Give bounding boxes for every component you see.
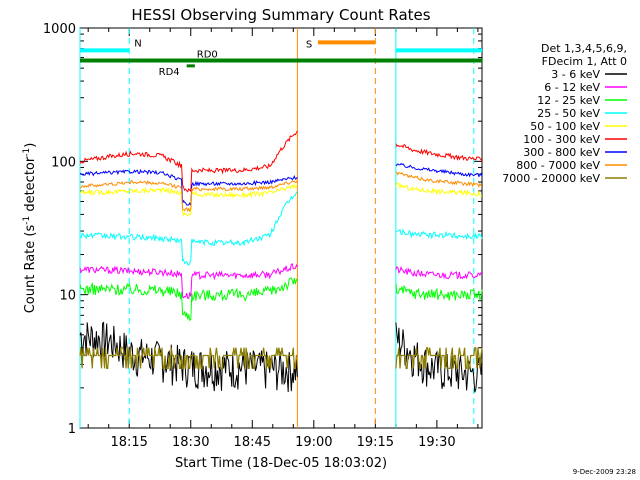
vertical-markers: [79, 28, 475, 428]
legend-header-line-1: Det 1,3,4,5,6,9,: [541, 42, 627, 55]
x-axis: 18:15 18:30 18:45 19:00 19:15 19:30: [87, 28, 479, 450]
series-line: [395, 143, 483, 162]
series-line: [79, 347, 298, 369]
series-line: [395, 283, 483, 302]
series-line: [79, 179, 298, 213]
legend-entry-label: 7000 - 20000 keV: [502, 172, 600, 185]
series-line: [79, 277, 298, 322]
y-tick-label: 1000: [43, 22, 76, 37]
series-line: [79, 168, 298, 206]
series-line: [79, 321, 298, 393]
series-line: [395, 265, 483, 280]
series-line: [395, 228, 483, 241]
x-tick-label: 18:15: [110, 435, 147, 450]
flag-label: RD0: [197, 50, 218, 61]
flag-label: N: [134, 38, 141, 49]
legend-entry-label: 50 - 100 keV: [530, 120, 600, 133]
series-line: [79, 130, 298, 193]
footer-timestamp: 9-Dec-2009 23:28: [573, 468, 636, 476]
x-tick-label: 19:30: [418, 435, 455, 450]
chart-title: HESSI Observing Summary Count Rates: [131, 6, 430, 24]
legend-entry-label: 300 - 800 keV: [523, 146, 600, 159]
y-axis: 1 10 100 1000: [43, 22, 482, 437]
series-line: [395, 322, 483, 393]
x-axis-label: Start Time (18-Dec-05 18:03:02): [175, 456, 387, 471]
x-tick-label: 18:30: [172, 435, 209, 450]
series-line: [395, 182, 483, 197]
y-tick-label: 100: [51, 155, 76, 170]
legend-entry-label: 3 - 6 keV: [551, 68, 600, 81]
y-tick-label: 10: [59, 289, 76, 304]
series-line: [395, 171, 483, 188]
legend-entry-label: 100 - 300 keV: [523, 133, 600, 146]
y-axis-label: Count Rate (s-1 detector-1): [22, 143, 38, 314]
flag-label: S: [306, 39, 312, 50]
x-tick-label: 19:00: [295, 435, 332, 450]
series-line: [79, 183, 298, 217]
series-line: [395, 162, 483, 178]
y-tick-label: 1: [68, 422, 76, 437]
legend-entry-label: 800 - 7000 keV: [516, 159, 600, 172]
series-line: [79, 262, 298, 299]
legend-entry-label: 25 - 50 keV: [537, 107, 600, 120]
legend-entry-label: 6 - 12 keV: [544, 81, 600, 94]
flag-bars: N S RD0 RD4: [80, 38, 482, 78]
legend: Det 1,3,4,5,6,9, FDecim 1, Att 0 3 - 6 k…: [502, 42, 627, 185]
legend-header-line-2: FDecim 1, Att 0: [542, 55, 627, 68]
series-line: [395, 347, 483, 369]
legend-entry-label: 12 - 25 keV: [537, 94, 600, 107]
x-tick-label: 19:15: [357, 435, 394, 450]
x-tick-label: 18:45: [234, 435, 271, 450]
series-lines: [79, 130, 483, 393]
flag-label: RD4: [159, 67, 180, 78]
series-line: [79, 191, 298, 266]
